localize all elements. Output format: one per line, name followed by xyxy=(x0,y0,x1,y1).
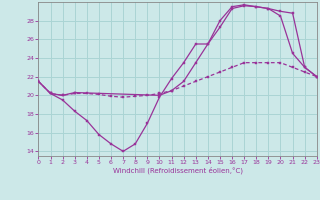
X-axis label: Windchill (Refroidissement éolien,°C): Windchill (Refroidissement éolien,°C) xyxy=(113,167,243,174)
